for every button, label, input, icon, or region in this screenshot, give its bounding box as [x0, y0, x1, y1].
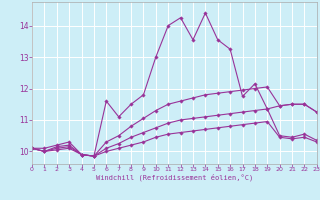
- X-axis label: Windchill (Refroidissement éolien,°C): Windchill (Refroidissement éolien,°C): [96, 174, 253, 181]
